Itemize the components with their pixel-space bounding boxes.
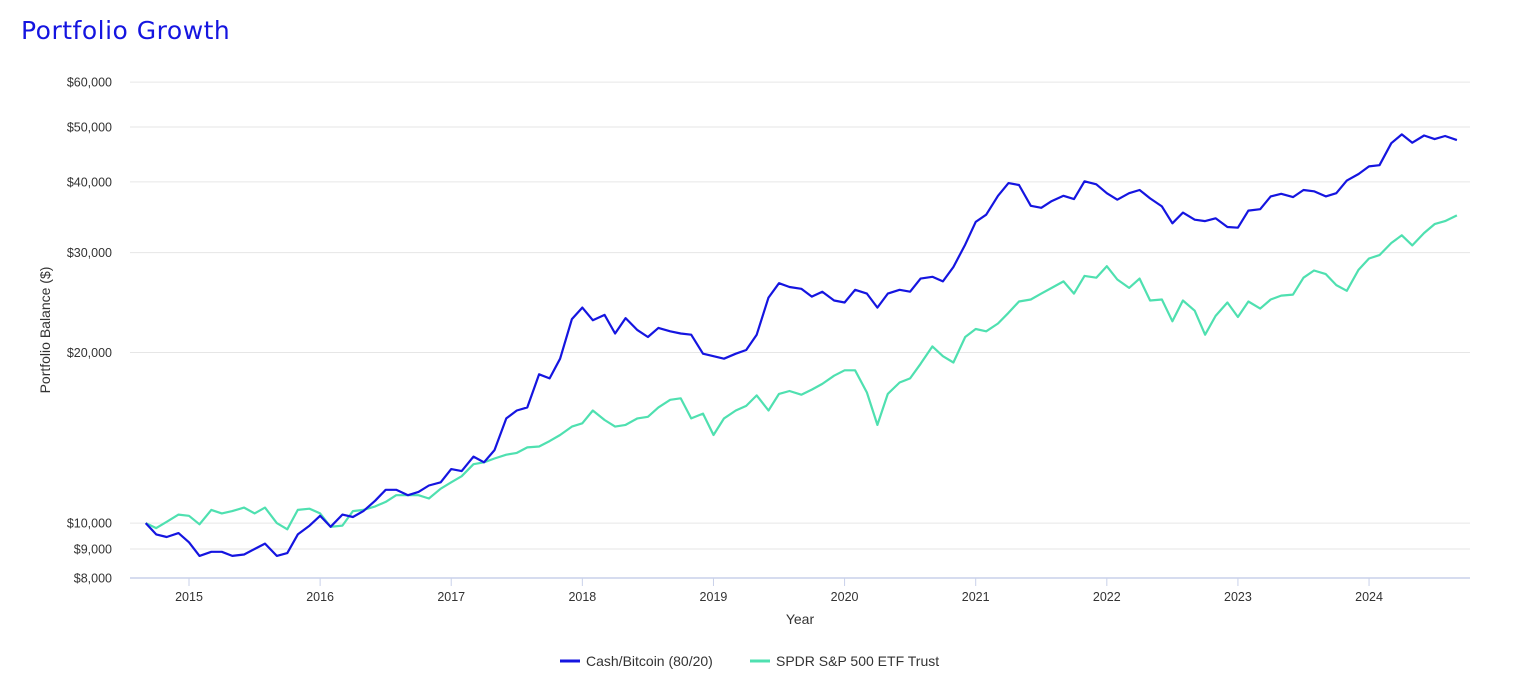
y-tick-label: $9,000: [74, 543, 112, 557]
legend-item[interactable]: Cash/Bitcoin (80/20): [560, 653, 713, 669]
x-tick-label: 2024: [1355, 590, 1383, 604]
y-tick-label: $10,000: [67, 517, 112, 531]
x-tick-label: 2021: [962, 590, 990, 604]
x-tick-label: 2016: [306, 590, 334, 604]
series-line: [145, 214, 1458, 531]
x-tick-label: 2015: [175, 590, 203, 604]
x-tick-label: 2020: [831, 590, 859, 604]
y-tick-label: $30,000: [67, 246, 112, 260]
series-group: [144, 133, 1458, 557]
x-axis-ticks: 2015 2016 2017 2018 2019 2020 2021 2022 2023 2024: [175, 578, 1383, 604]
y-axis-ticks: $8,000 $9,000 $10,000 $20,000 $30,000 $40,000…: [67, 76, 112, 586]
y-tick-label: $40,000: [67, 175, 112, 189]
chart-title: Portfolio Growth: [21, 16, 231, 45]
x-tick-label: 2023: [1224, 590, 1252, 604]
y-tick-label: $50,000: [67, 120, 112, 134]
grid-lines: [130, 81, 1470, 550]
series-line: [144, 133, 1458, 557]
legend: Cash/Bitcoin (80/20) SPDR S&P 500 ETF Tru…: [560, 653, 939, 669]
x-axis-label: Year: [786, 611, 815, 627]
x-tick-label: 2019: [700, 590, 728, 604]
y-axis-label: Portfolio Balance ($): [37, 267, 53, 394]
x-tick-label: 2018: [568, 590, 596, 604]
legend-label: Cash/Bitcoin (80/20): [586, 653, 713, 669]
x-tick-label: 2017: [437, 590, 465, 604]
legend-item[interactable]: SPDR S&P 500 ETF Trust: [750, 653, 939, 669]
x-tick-label: 2022: [1093, 590, 1121, 604]
y-tick-label: $20,000: [67, 346, 112, 360]
legend-label: SPDR S&P 500 ETF Trust: [776, 653, 939, 669]
y-tick-label: $60,000: [67, 76, 112, 90]
y-tick-label: $8,000: [74, 572, 112, 586]
